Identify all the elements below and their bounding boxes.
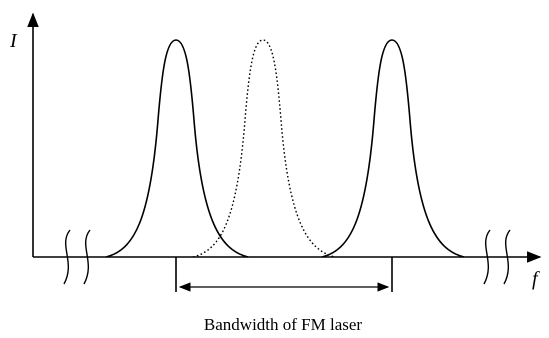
left-mode (105, 39, 249, 258)
axis-break-right (483, 229, 511, 285)
y-axis-label: I (9, 30, 18, 52)
axis-break-left (63, 229, 91, 285)
right-mode (321, 39, 465, 258)
bandwidth-bracket (175, 257, 393, 292)
x-axis-label: f (532, 268, 540, 290)
bandwidth-caption: Bandwidth of FM laser (204, 315, 363, 334)
